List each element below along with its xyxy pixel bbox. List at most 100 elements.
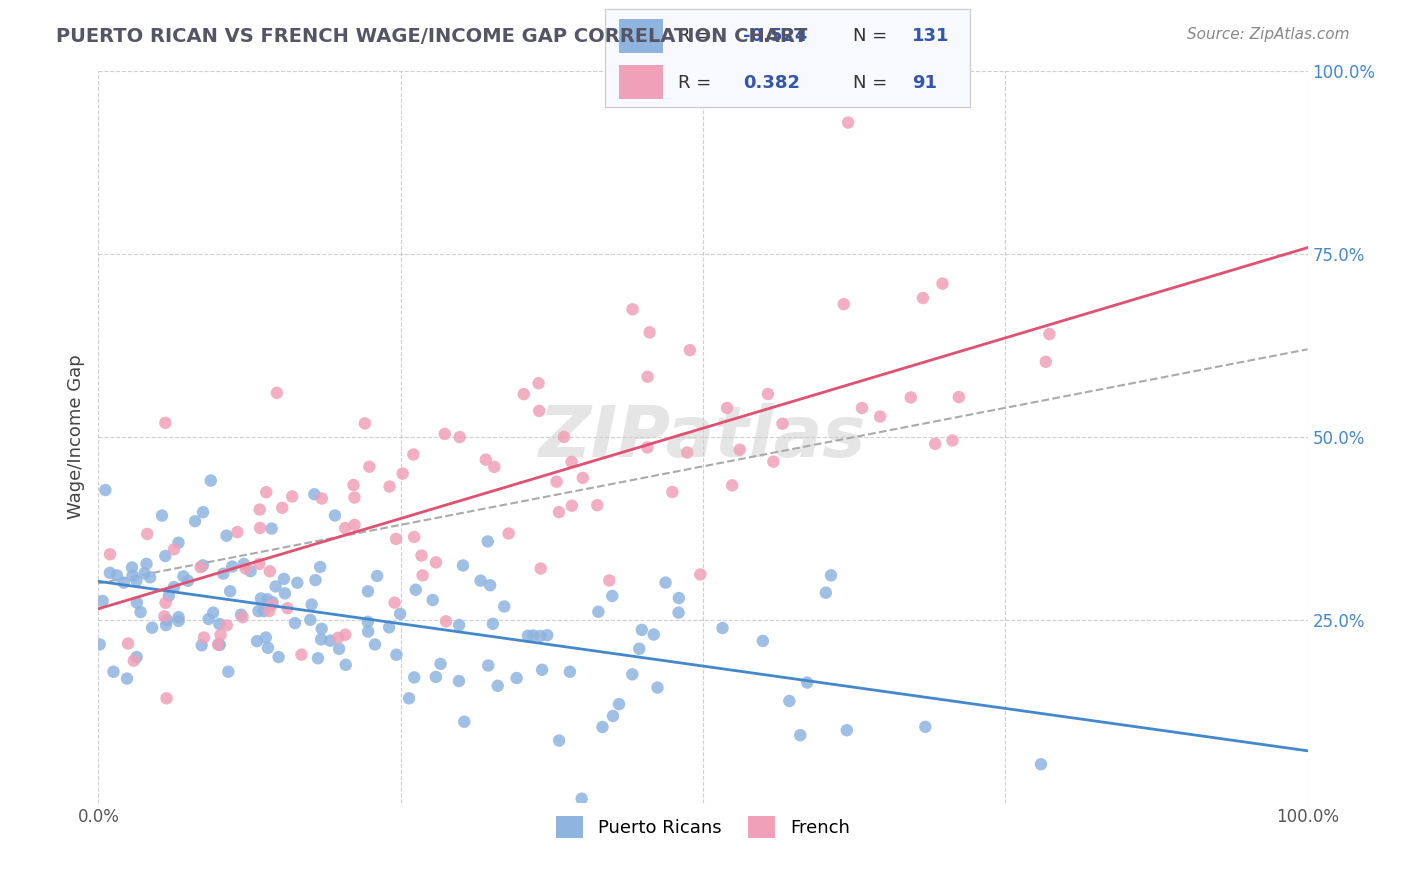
Point xyxy=(654,575,676,590)
Point xyxy=(197,612,219,626)
Point xyxy=(323,508,346,523)
Point xyxy=(125,650,148,665)
Point xyxy=(249,521,271,535)
Point xyxy=(121,560,143,574)
Point xyxy=(357,615,380,629)
Point xyxy=(232,557,254,571)
Point xyxy=(412,568,434,582)
Point xyxy=(676,445,699,459)
Point xyxy=(479,578,502,592)
Point xyxy=(98,547,121,561)
Point xyxy=(134,566,156,581)
Point xyxy=(281,490,304,504)
Point xyxy=(536,628,558,642)
Text: Source: ZipAtlas.com: Source: ZipAtlas.com xyxy=(1187,27,1350,42)
Point xyxy=(529,404,551,418)
Point xyxy=(209,628,232,642)
Point xyxy=(588,605,610,619)
Point xyxy=(527,376,550,391)
Point xyxy=(1038,327,1060,342)
Text: N =: N = xyxy=(853,28,893,45)
Point xyxy=(449,430,471,444)
Point xyxy=(484,459,506,474)
Point xyxy=(232,610,254,624)
Point xyxy=(264,579,287,593)
Point xyxy=(522,628,544,642)
Point xyxy=(256,592,278,607)
Point xyxy=(607,697,630,711)
Point xyxy=(202,606,225,620)
Point xyxy=(422,593,444,607)
Point xyxy=(285,575,308,590)
Point xyxy=(378,620,401,634)
Point xyxy=(98,566,121,580)
Point xyxy=(391,467,413,481)
Point xyxy=(215,618,238,632)
Point xyxy=(157,589,180,603)
Point xyxy=(267,650,290,665)
Point xyxy=(668,606,690,620)
Point xyxy=(364,637,387,651)
Point xyxy=(354,417,377,431)
Point xyxy=(208,637,231,651)
Point xyxy=(284,615,307,630)
Point xyxy=(482,616,505,631)
Point xyxy=(155,549,177,563)
Point xyxy=(276,601,298,615)
Point xyxy=(239,564,262,578)
Point xyxy=(384,596,406,610)
Point xyxy=(832,297,855,311)
Point xyxy=(208,617,231,632)
Point xyxy=(405,582,427,597)
Point xyxy=(156,613,179,627)
Point xyxy=(789,728,811,742)
Text: 0.382: 0.382 xyxy=(744,73,800,92)
Point xyxy=(924,437,946,451)
Point xyxy=(193,631,215,645)
Point xyxy=(167,614,190,628)
Point xyxy=(311,622,333,636)
Point xyxy=(167,610,190,624)
Point xyxy=(835,723,858,738)
Point xyxy=(125,595,148,609)
Point xyxy=(1035,355,1057,369)
Point xyxy=(254,485,277,500)
Point xyxy=(215,529,238,543)
Point xyxy=(869,409,891,424)
Point xyxy=(155,596,177,610)
Point xyxy=(636,441,658,455)
Legend: Puerto Ricans, French: Puerto Ricans, French xyxy=(548,808,858,845)
Point xyxy=(931,277,953,291)
Point xyxy=(451,558,474,573)
Point xyxy=(115,672,138,686)
Point xyxy=(262,595,284,609)
Point xyxy=(290,648,312,662)
Point xyxy=(309,632,332,647)
Point xyxy=(359,459,381,474)
Point xyxy=(129,605,152,619)
Point xyxy=(668,591,690,605)
Point xyxy=(643,627,665,641)
Point xyxy=(598,574,620,588)
Point xyxy=(257,640,280,655)
Point xyxy=(253,604,276,618)
Point xyxy=(600,589,623,603)
Point xyxy=(621,667,644,681)
Point xyxy=(661,485,683,500)
Point xyxy=(105,568,128,582)
Point xyxy=(530,561,553,575)
Point xyxy=(343,491,366,505)
Point xyxy=(153,609,176,624)
Point xyxy=(89,637,111,651)
Point xyxy=(900,391,922,405)
Point xyxy=(311,491,333,506)
Point xyxy=(335,657,357,672)
Point xyxy=(257,604,280,618)
Point xyxy=(177,574,200,588)
Point xyxy=(914,720,936,734)
Text: N =: N = xyxy=(853,73,893,92)
Point xyxy=(756,387,779,401)
Point xyxy=(191,505,214,519)
Point xyxy=(449,618,471,632)
Text: R =: R = xyxy=(678,28,717,45)
